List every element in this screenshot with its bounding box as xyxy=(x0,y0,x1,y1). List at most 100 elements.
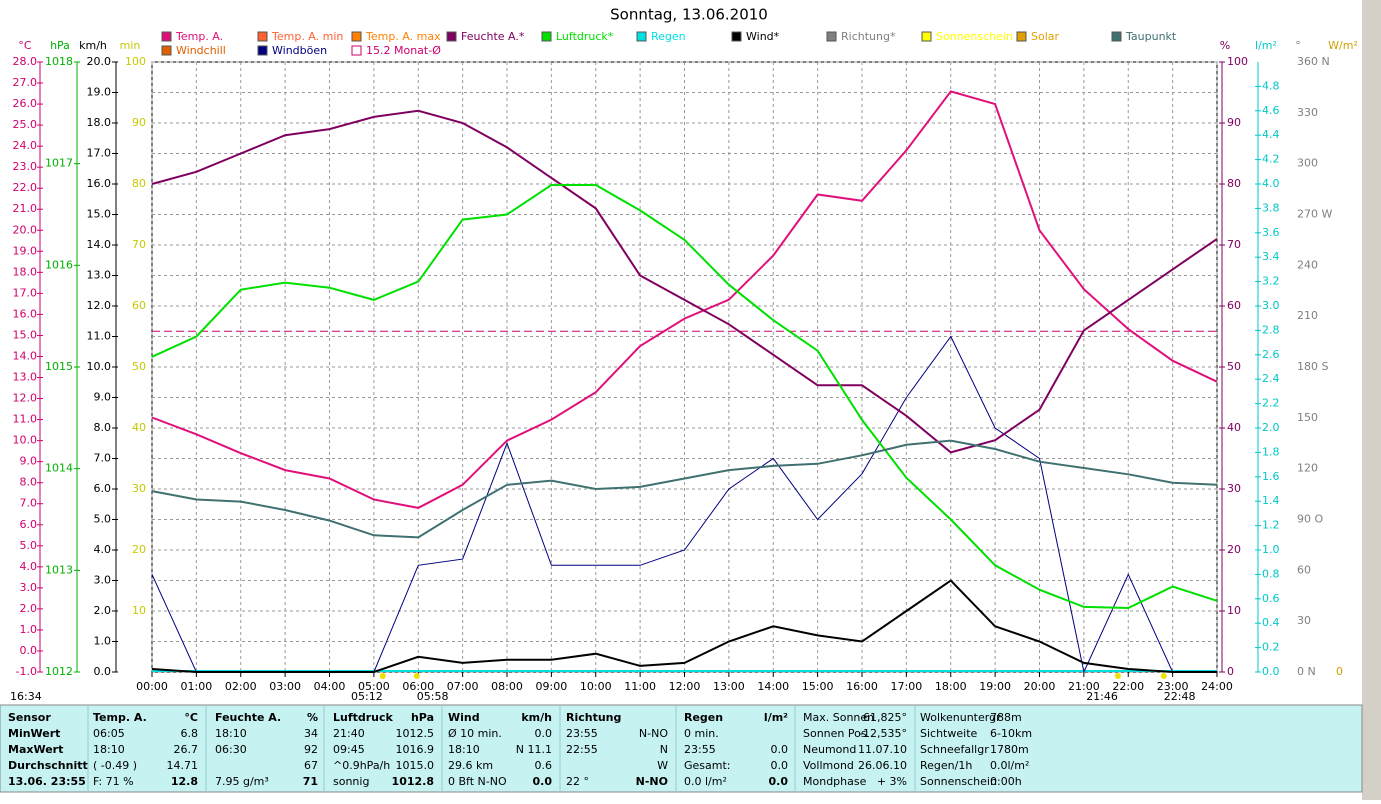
y-tick-label: 1.8 xyxy=(1262,445,1280,458)
x-tick-label: 24:00 xyxy=(1201,680,1233,693)
y-tick-label: 25.0 xyxy=(13,118,38,131)
section-unit: hPa xyxy=(411,711,434,724)
section-unit: °C xyxy=(184,711,198,724)
x-tick-label: 01:00 xyxy=(181,680,213,693)
x-tick-label: 21:00 xyxy=(1068,680,1100,693)
cell-text: 22 ° xyxy=(566,775,589,788)
sun-marker xyxy=(379,673,386,679)
cell-value: 0.0 xyxy=(533,775,553,788)
legend-swatch xyxy=(921,31,932,42)
y-tick-label: 50 xyxy=(132,360,146,373)
x-tick-label: 12:00 xyxy=(669,680,701,693)
cell-text: 21:40 xyxy=(333,727,365,740)
cell-text: 18:10 xyxy=(448,743,480,756)
cell-text: 06:05 xyxy=(93,727,125,740)
y-tick-label: 26.0 xyxy=(13,97,38,110)
cell-text: 0 min. xyxy=(684,727,719,740)
sun-time: 21:46 xyxy=(1086,690,1118,703)
y-tick-label: 0.0 xyxy=(20,644,38,657)
legend-label: Taupunkt xyxy=(1125,30,1177,43)
y-tick-label: 1018 xyxy=(45,55,73,68)
cell-value: 14.71 xyxy=(167,759,199,772)
y-tick-label: 6.0 xyxy=(94,482,112,495)
y-tick-label: 21.0 xyxy=(13,202,38,215)
x-tick-label: 22:00 xyxy=(1112,680,1144,693)
y-tick-label: 17.0 xyxy=(13,286,38,299)
x-tick-label: 09:00 xyxy=(536,680,568,693)
y-tick-label: 60 xyxy=(1227,299,1241,312)
sun-marker xyxy=(413,673,420,679)
cell-text: 06:30 xyxy=(215,743,247,756)
y-tick-label: 18.0 xyxy=(13,265,38,278)
y-tick-label: 4.0 xyxy=(1262,177,1280,190)
y-tick-label: 4.8 xyxy=(1262,79,1280,92)
x-tick-label: 19:00 xyxy=(979,680,1011,693)
legend-swatch xyxy=(161,31,172,42)
y-tick-label: 2.0 xyxy=(94,604,112,617)
legend-label: Sonnenschein xyxy=(936,30,1013,43)
y-tick-label: 12.0 xyxy=(87,299,112,312)
y-tick-label: 50 xyxy=(1227,360,1241,373)
y-tick-label: 13.0 xyxy=(87,269,112,282)
axis-title: % xyxy=(1220,39,1230,52)
y-tick-label: 1.0 xyxy=(1262,543,1280,556)
x-tick-label: 16:00 xyxy=(846,680,878,693)
y-tick-label: 0.2 xyxy=(1262,641,1280,654)
cell-text: 09:45 xyxy=(333,743,365,756)
y-tick-label: 0 N xyxy=(1297,665,1316,678)
y-tick-label: 12.0 xyxy=(13,392,38,405)
sun-time: 22:48 xyxy=(1164,690,1196,703)
y-tick-label: 10.0 xyxy=(13,434,38,447)
info-label: Max. Sonnen xyxy=(803,711,874,724)
y-tick-label: 100 xyxy=(1227,55,1248,68)
cell-text: 22:55 xyxy=(566,743,598,756)
y-tick-label: 0.0 xyxy=(94,665,112,678)
sun-time: 05:58 xyxy=(417,690,449,703)
info-label: Sonnenschein xyxy=(920,775,997,788)
x-tick-label: 04:00 xyxy=(314,680,346,693)
legend-label: Temp. A. max xyxy=(365,30,441,43)
cell-text: 0.0 l/m² xyxy=(684,775,727,788)
y-tick-label: 1016 xyxy=(45,258,73,271)
y-tick-label: 4.2 xyxy=(1262,153,1280,166)
y-tick-label: 60 xyxy=(132,299,146,312)
cell-text: 7.95 g/m³ xyxy=(215,775,269,788)
axis-title: °C xyxy=(18,39,32,52)
x-tick-label: 08:00 xyxy=(491,680,523,693)
y-tick-label: 22.0 xyxy=(13,181,38,194)
cell-value: 71 xyxy=(303,775,318,788)
cell-text: Gesamt: xyxy=(684,759,731,772)
y-tick-label: 360 N xyxy=(1297,55,1330,68)
y-tick-label: 80 xyxy=(132,177,146,190)
series-line xyxy=(151,579,1217,673)
cell-value: 0.0 xyxy=(771,759,789,772)
cell-value: 0.0 xyxy=(769,775,789,788)
y-tick-label: 1.6 xyxy=(1262,470,1280,483)
section-unit: l/m² xyxy=(764,711,788,724)
y-tick-label: 180 S xyxy=(1297,360,1328,373)
y-tick-label: 20.0 xyxy=(87,55,112,68)
cell-value: 92 xyxy=(304,743,318,756)
y-tick-label: 2.6 xyxy=(1262,348,1280,361)
info-value: 1780m xyxy=(990,743,1029,756)
info-label: Sichtweite xyxy=(920,727,978,740)
y-tick-label: 2.8 xyxy=(1262,323,1280,336)
x-tick-label: 18:00 xyxy=(935,680,967,693)
legend-label: Regen xyxy=(651,30,686,43)
y-tick-label: 20 xyxy=(132,543,146,556)
y-tick-label: 1012 xyxy=(45,665,73,678)
y-tick-label: 1014 xyxy=(45,462,73,475)
y-tick-label: 2.4 xyxy=(1262,372,1280,385)
y-tick-label: 3.0 xyxy=(94,574,112,587)
y-tick-label: 70 xyxy=(1227,238,1241,251)
series-line xyxy=(151,184,1218,610)
x-tick-label: 17:00 xyxy=(891,680,923,693)
y-tick-label: 210 xyxy=(1297,309,1318,322)
section-title: Richtung xyxy=(566,711,621,724)
cell-value: 0.6 xyxy=(535,759,553,772)
y-tick-label: 3.8 xyxy=(1262,201,1280,214)
cell-text: Ø 10 min. xyxy=(448,727,502,740)
y-tick-label: 11.0 xyxy=(13,413,38,426)
x-tick-label: 03:00 xyxy=(269,680,301,693)
info-value: + 3% xyxy=(877,775,907,788)
